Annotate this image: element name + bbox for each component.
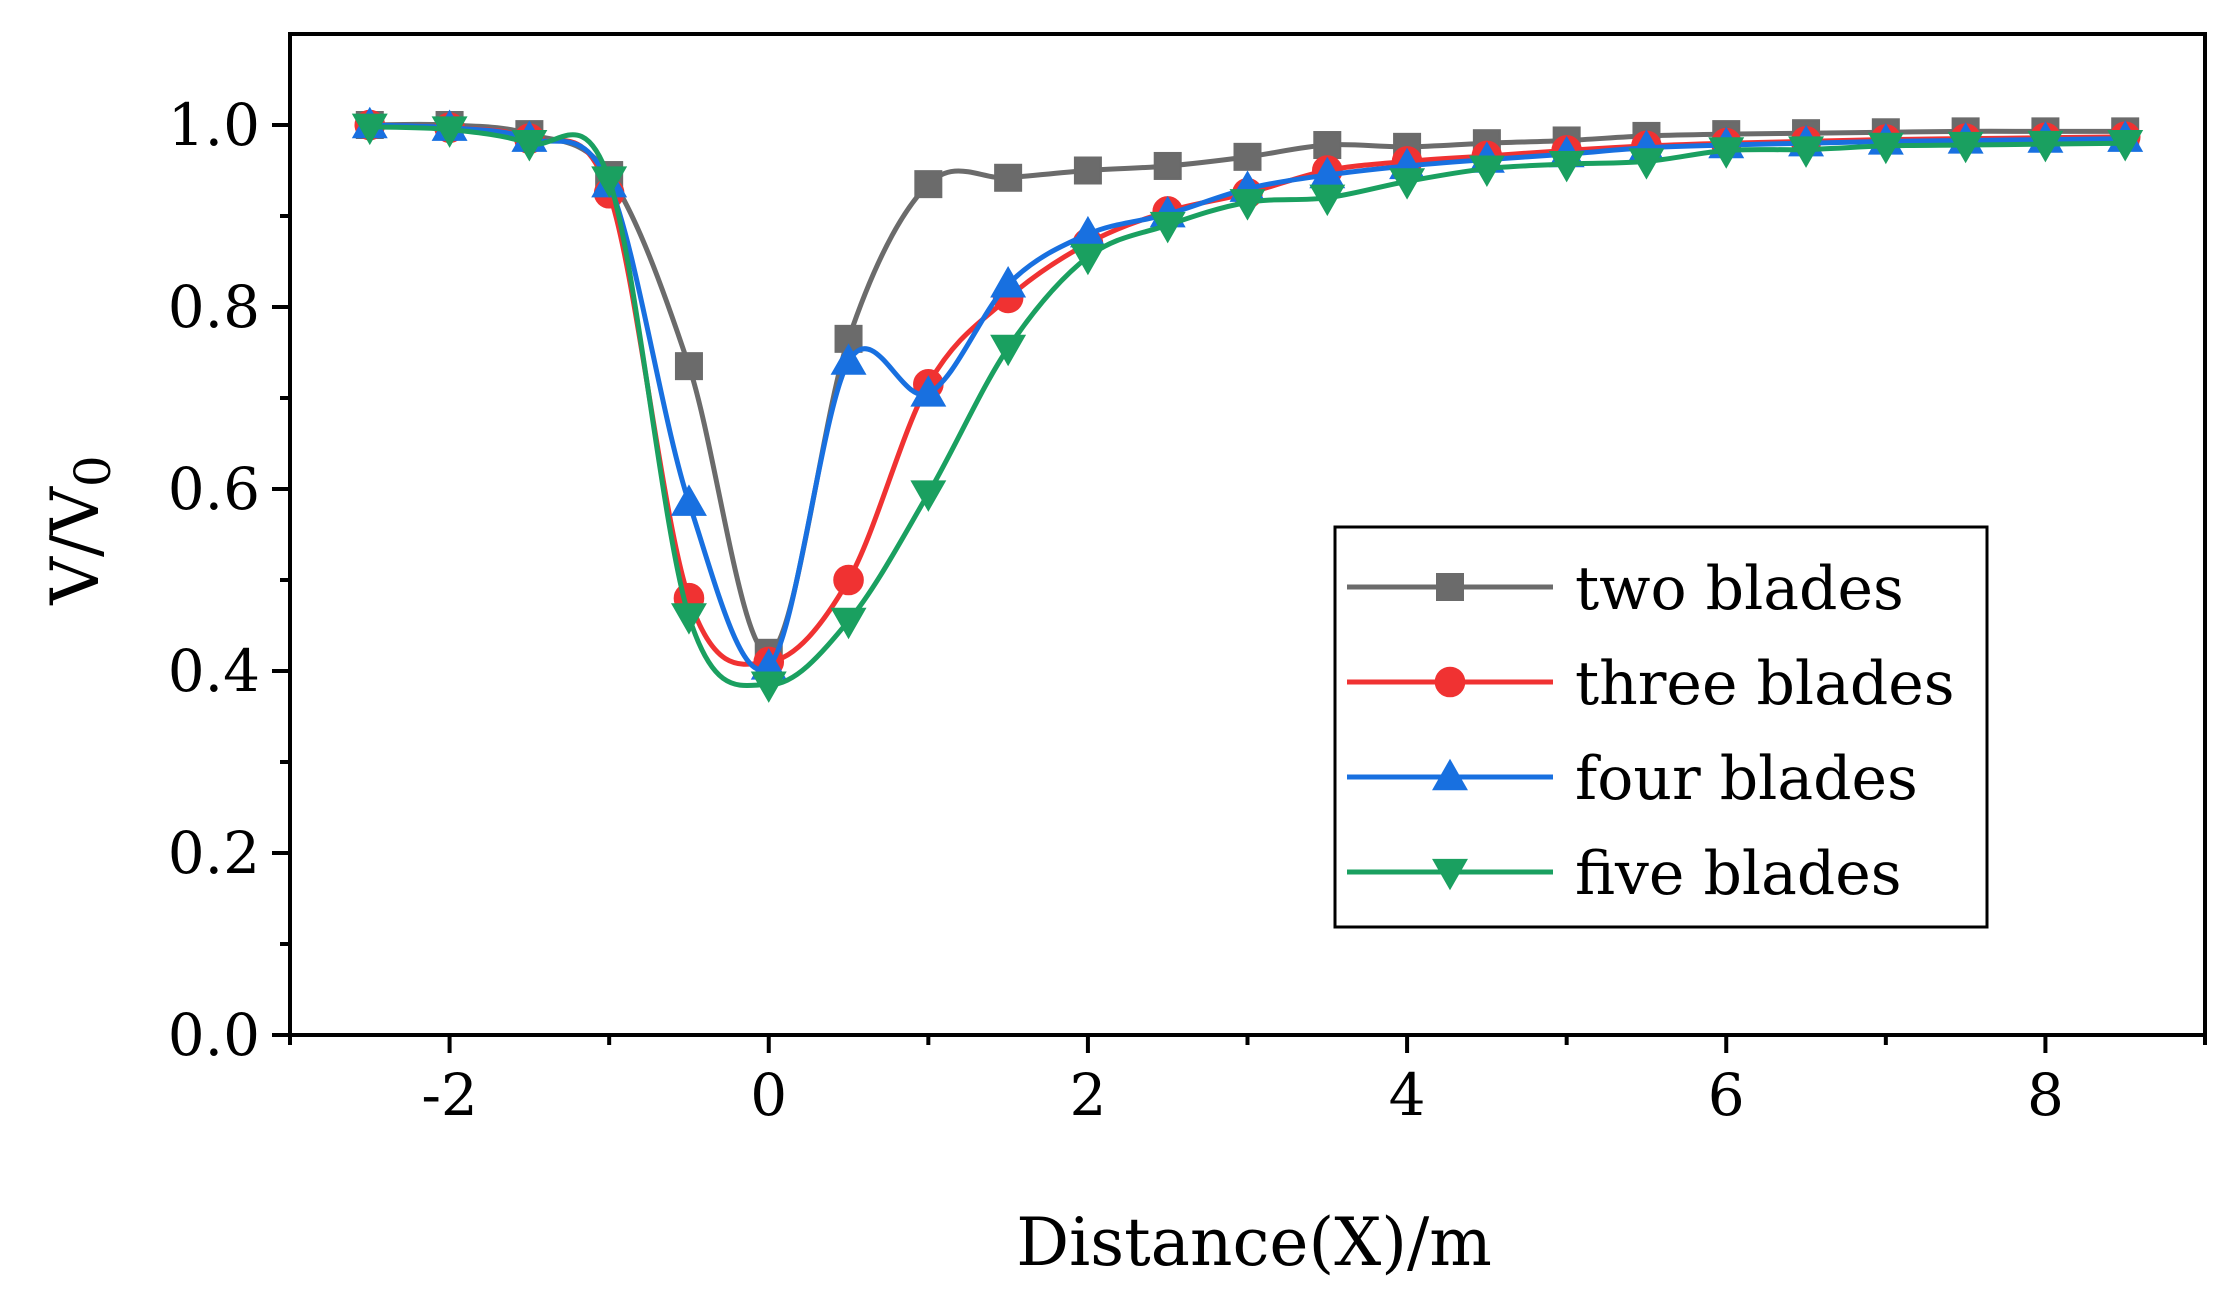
y-tick-label: 0.0 bbox=[168, 1001, 260, 1069]
x-tick-label: 6 bbox=[1708, 1061, 1745, 1129]
series-line bbox=[369, 122, 2126, 672]
data-point bbox=[750, 671, 787, 703]
legend-label: three blades bbox=[1575, 649, 1955, 719]
legend-marker bbox=[1434, 666, 1466, 698]
data-point bbox=[990, 334, 1027, 367]
data-point bbox=[830, 607, 867, 640]
x-tick-label: -2 bbox=[421, 1061, 478, 1129]
data-point bbox=[1548, 150, 1585, 183]
legend-label: two blades bbox=[1575, 554, 1904, 624]
legend-marker bbox=[1432, 758, 1468, 791]
y-tick-label: 0.2 bbox=[168, 819, 260, 887]
data-point bbox=[670, 484, 707, 516]
y-tick-label: 1.0 bbox=[168, 91, 260, 159]
y-tick-label: 0.8 bbox=[168, 273, 260, 341]
data-point bbox=[674, 352, 703, 381]
y-axis-title: V/V0 bbox=[37, 455, 122, 605]
axes: -2 0 2 4 6 8 0.0 0.2 0.4 0.6 0.8 1.0 bbox=[168, 32, 2207, 1129]
legend-label: four blades bbox=[1575, 744, 1918, 814]
data-point bbox=[833, 564, 864, 596]
legend-item: three blades bbox=[1347, 649, 1955, 719]
data-point bbox=[994, 163, 1023, 192]
y-tick-label: 0.6 bbox=[168, 455, 260, 523]
legend-item: five blades bbox=[1347, 839, 1902, 909]
data-point bbox=[670, 603, 707, 635]
legend-marker bbox=[1436, 573, 1464, 601]
series-five-blades bbox=[351, 113, 2144, 703]
y-tick-label: 0.4 bbox=[168, 637, 260, 705]
data-point bbox=[1153, 151, 1182, 180]
data-point bbox=[990, 265, 1027, 298]
x-axis-title: Distance(X)/m bbox=[1016, 1204, 1492, 1281]
data-point bbox=[914, 170, 943, 199]
data-point bbox=[1628, 148, 1665, 180]
data-point bbox=[1788, 136, 1825, 168]
data-point bbox=[1069, 243, 1106, 276]
data-point bbox=[1389, 168, 1426, 200]
legend-marker bbox=[1432, 858, 1468, 891]
legend: two blades three blades four blades five bl… bbox=[1333, 525, 1989, 929]
data-point bbox=[910, 375, 947, 407]
legend-item: two blades bbox=[1347, 554, 1904, 624]
data-point bbox=[1708, 137, 1745, 169]
data-point bbox=[1947, 131, 1984, 164]
data-point bbox=[511, 130, 548, 162]
legend-item: four blades bbox=[1347, 744, 1918, 814]
data-point bbox=[1149, 211, 1186, 244]
data-point bbox=[591, 166, 628, 198]
data-point bbox=[1468, 155, 1505, 187]
series-layer bbox=[351, 106, 2144, 703]
series-line bbox=[369, 124, 2126, 688]
y-axis-title-main: V/V bbox=[37, 486, 114, 606]
data-point bbox=[2027, 130, 2064, 163]
data-point bbox=[2107, 130, 2144, 162]
data-point bbox=[1229, 189, 1266, 221]
y-axis-title-subscript: 0 bbox=[64, 455, 122, 487]
data-point bbox=[1233, 142, 1262, 171]
data-point bbox=[351, 113, 388, 146]
data-point bbox=[1313, 131, 1342, 160]
data-point bbox=[830, 343, 867, 375]
data-point bbox=[910, 480, 947, 512]
data-point bbox=[431, 116, 468, 148]
x-tick-label: 8 bbox=[2027, 1061, 2064, 1129]
data-point bbox=[1073, 156, 1102, 185]
data-point bbox=[1867, 132, 1904, 165]
x-tick-label: 4 bbox=[1389, 1061, 1426, 1129]
x-tick-label: 2 bbox=[1069, 1061, 1106, 1129]
x-tick-label: 0 bbox=[750, 1061, 787, 1129]
data-point bbox=[1309, 184, 1346, 217]
legend-label: five blades bbox=[1575, 839, 1902, 909]
